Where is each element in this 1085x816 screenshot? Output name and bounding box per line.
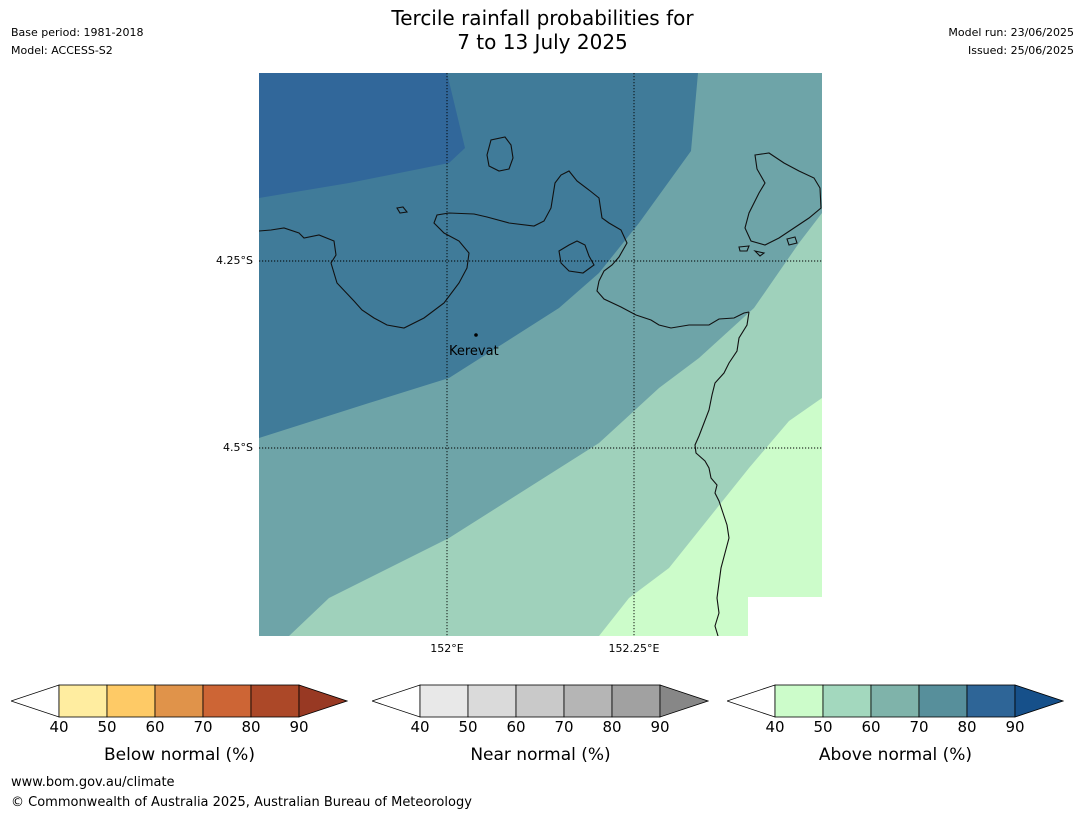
- lon-label-152-25: 152.25°E: [608, 642, 660, 655]
- colorbar-under-arrow: [9, 684, 60, 718]
- colorbar-segment: [822, 684, 872, 718]
- cb-below-tick: 50: [97, 718, 117, 736]
- colorbar-below-bar: [9, 684, 349, 718]
- cb-above-tick: 50: [813, 718, 833, 736]
- colorbar-above-ticks: 40 50 60 70 80 90: [727, 718, 1064, 738]
- cb-below-tick: 80: [241, 718, 261, 736]
- header-left: Base period: 1981-2018 Model: ACCESS-S2: [11, 24, 143, 60]
- colorbar-segment: [563, 684, 613, 718]
- cb-above-tick: 70: [909, 718, 929, 736]
- colorbar-near-bar: [370, 684, 710, 718]
- coastline: [259, 136, 822, 636]
- footer: www.bom.gov.au/climate © Commonwealth of…: [11, 773, 472, 813]
- map-title: Tercile rainfall probabilities for 7 to …: [0, 6, 1085, 54]
- lon-label-152: 152°E: [430, 642, 464, 655]
- title-line-1: Tercile rainfall probabilities for: [391, 6, 694, 30]
- colorbar-segment: [202, 684, 252, 718]
- cb-above-tick: 40: [765, 718, 785, 736]
- colorbar-above: [725, 684, 1065, 764]
- colorbar-segment: [250, 684, 300, 718]
- footer-url: www.bom.gov.au/climate: [11, 775, 175, 790]
- colorbar-above-title: Above normal (%): [818, 745, 973, 765]
- colorbar-over-arrow: [659, 684, 710, 718]
- graticule: [259, 73, 822, 636]
- cb-below-tick: 90: [289, 718, 309, 736]
- colorbar-segment: [870, 684, 920, 718]
- map-panel: Kerevat: [259, 73, 822, 636]
- colorbar-segment: [611, 684, 661, 718]
- colorbar-segment: [774, 684, 824, 718]
- cb-near-tick: 80: [602, 718, 622, 736]
- colorbar-above-bar: [725, 684, 1065, 718]
- no-data-area: [748, 597, 822, 636]
- cb-near-tick: 50: [458, 718, 478, 736]
- colorbar-segment: [106, 684, 156, 718]
- title-line-2: 7 to 13 July 2025: [457, 30, 628, 54]
- zone-darkest: [259, 73, 465, 198]
- colorbar-below-title: Below normal (%): [104, 745, 255, 765]
- footer-copyright: © Commonwealth of Australia 2025, Austra…: [11, 795, 472, 810]
- colorbar-near: [370, 684, 710, 764]
- colorbar-segment: [467, 684, 517, 718]
- cb-above-tick: 90: [1005, 718, 1025, 736]
- colorbar-segment: [58, 684, 108, 718]
- model-name: Model: ACCESS-S2: [11, 44, 113, 57]
- colorbar-under-arrow: [370, 684, 421, 718]
- kerevat-label: Kerevat: [449, 344, 499, 359]
- colorbar-segment: [966, 684, 1016, 718]
- model-run: Model run: 23/06/2025: [948, 26, 1074, 39]
- issued-date: Issued: 25/06/2025: [967, 44, 1074, 57]
- colorbar-segment: [154, 684, 204, 718]
- colorbar-segment: [419, 684, 469, 718]
- kerevat-marker: [474, 333, 478, 337]
- lat-label-4-5: 4.5°S: [223, 441, 253, 454]
- colorbar-segment: [918, 684, 968, 718]
- cb-near-tick: 60: [506, 718, 526, 736]
- colorbar-over-arrow: [1014, 684, 1065, 718]
- cb-near-tick: 40: [410, 718, 430, 736]
- cb-below-tick: 60: [145, 718, 165, 736]
- colorbar-over-arrow: [298, 684, 349, 718]
- cb-above-tick: 80: [957, 718, 977, 736]
- cb-near-tick: 70: [554, 718, 574, 736]
- cb-above-tick: 60: [861, 718, 881, 736]
- colorbar-near-ticks: 40 50 60 70 80 90: [372, 718, 709, 738]
- colorbar-segment: [515, 684, 565, 718]
- colorbar-near-title: Near normal (%): [470, 745, 611, 765]
- cb-below-tick: 70: [193, 718, 213, 736]
- colorbar-below-ticks: 40 50 60 70 80 90: [11, 718, 348, 738]
- cb-below-tick: 40: [49, 718, 69, 736]
- colorbar-below: [9, 684, 349, 764]
- colorbar-under-arrow: [725, 684, 776, 718]
- base-period: Base period: 1981-2018: [11, 26, 144, 39]
- lat-label-4-25: 4.25°S: [216, 254, 253, 267]
- header-right: Model run: 23/06/2025 Issued: 25/06/2025: [948, 24, 1074, 60]
- cb-near-tick: 90: [650, 718, 670, 736]
